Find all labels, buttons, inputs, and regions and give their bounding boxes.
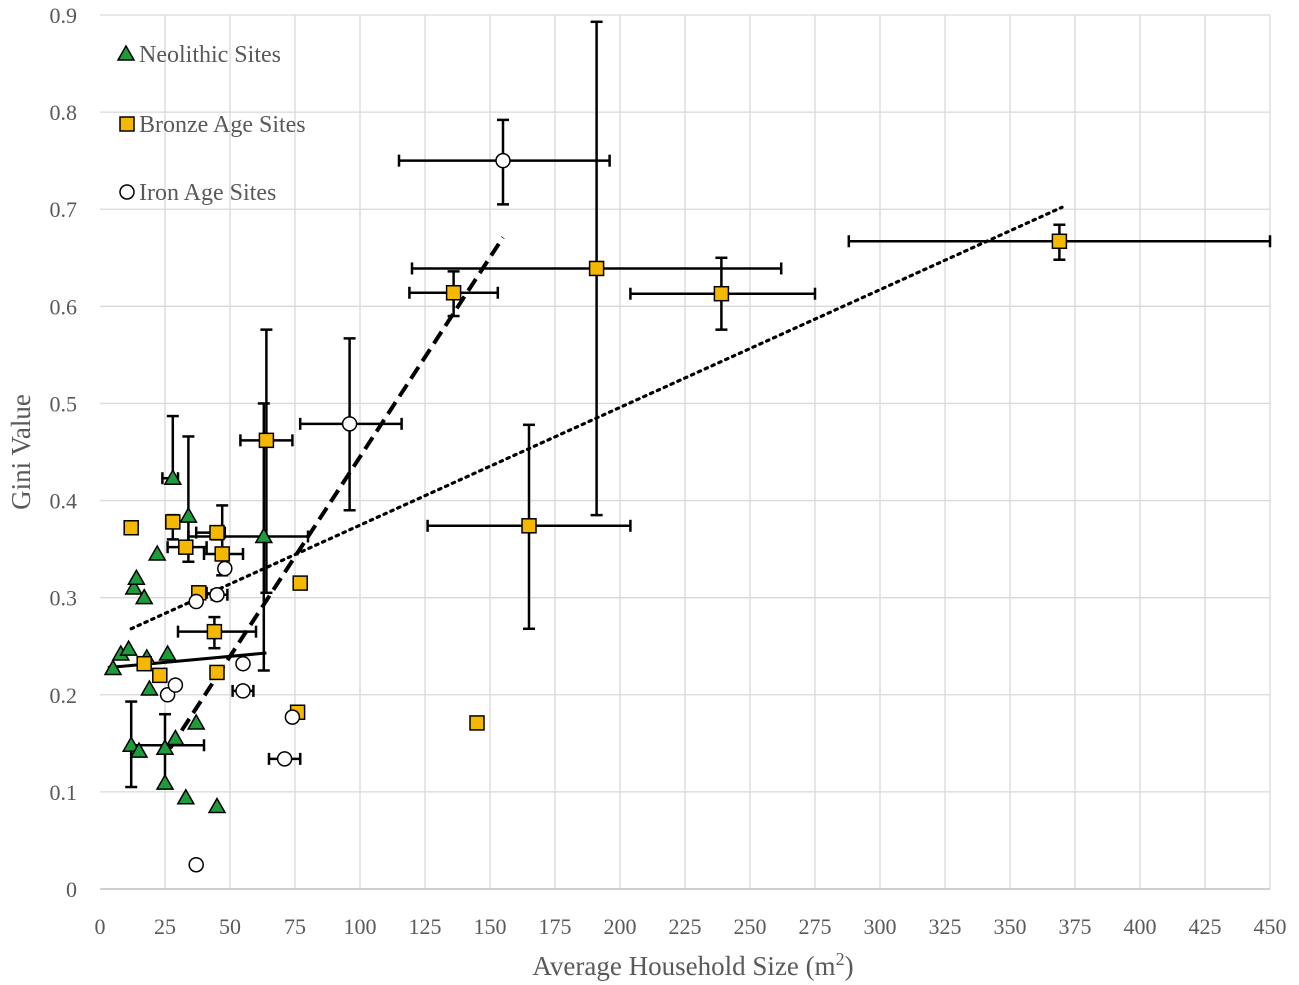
- neolithic-point: [140, 679, 159, 696]
- iron-age-point: [495, 152, 511, 169]
- y-tick-label: 0.9: [50, 3, 78, 28]
- bronze-age-point: [713, 285, 730, 302]
- bronze-age-point: [214, 546, 230, 562]
- neolithic-point: [176, 788, 196, 805]
- neolithic-point: [147, 544, 167, 561]
- legend-marker-circle: [119, 184, 135, 200]
- iron-age-point: [188, 856, 204, 873]
- y-tick-label: 0: [66, 877, 77, 902]
- bronze-age-point: [209, 524, 225, 541]
- legend-marker-square: [119, 116, 135, 132]
- x-tick-label: 450: [1254, 914, 1287, 939]
- legend-item-iron-age: Iron Age Sites: [119, 180, 276, 206]
- y-tick-label: 0.8: [50, 100, 78, 125]
- iron-age-point: [284, 709, 301, 725]
- data-markers: [103, 152, 1068, 873]
- neolithic-point: [155, 773, 175, 790]
- bronze-age-point: [258, 432, 275, 449]
- x-tick-label: 0: [95, 914, 106, 939]
- x-tick-label: 375: [1059, 914, 1092, 939]
- bronze-age-point: [469, 715, 485, 731]
- iron-age-point: [341, 416, 358, 432]
- iron-age-point: [188, 593, 204, 610]
- x-tick-label: 225: [669, 914, 702, 939]
- x-tick-label: 350: [994, 914, 1027, 939]
- iron-age-point: [235, 655, 251, 672]
- x-tick-label: 300: [864, 914, 897, 939]
- bronze-age-point: [588, 260, 605, 277]
- trendline-solid: [107, 651, 267, 670]
- x-axis-title-close: ): [845, 951, 854, 981]
- trendline-dashed: [168, 236, 505, 750]
- y-tick-labels: 0 0.1 0.2 0.3 0.4 0.5 0.6 0.7 0.8 0.9: [50, 3, 78, 902]
- legend-marker-triangle: [116, 44, 136, 61]
- neolithic-point: [124, 578, 144, 595]
- neolithic-point: [155, 738, 175, 755]
- bronze-age-point: [206, 623, 223, 640]
- bronze-age-point: [209, 664, 225, 681]
- y-tick-label: 0.6: [50, 294, 78, 319]
- iron-age-point: [217, 560, 233, 577]
- y-tick-label: 0.2: [50, 683, 78, 708]
- iron-age-point: [276, 751, 293, 767]
- x-tick-label: 25: [154, 914, 176, 939]
- x-tick-label: 100: [344, 914, 377, 939]
- x-tick-label: 75: [284, 914, 306, 939]
- y-tick-label: 0.1: [50, 780, 78, 805]
- x-tick-label: 175: [539, 914, 572, 939]
- neolithic-point: [129, 741, 149, 758]
- x-tick-label: 425: [1189, 914, 1222, 939]
- neolithic-point: [103, 659, 123, 676]
- bronze-age-point: [178, 539, 194, 555]
- bronze-age-point: [136, 655, 152, 672]
- iron-age-point: [167, 677, 184, 693]
- neolithic-point: [127, 568, 146, 585]
- y-axis-title: Gini Value: [6, 394, 36, 510]
- neolithic-point: [207, 796, 227, 814]
- bronze-age-point: [292, 575, 308, 591]
- neolithic-point: [134, 588, 154, 605]
- legend-item-neolithic: Neolithic Sites: [116, 42, 281, 68]
- legend-item-bronze-age: Bronze Age Sites: [119, 112, 306, 138]
- x-tick-labels: 0 25 50 75 100 125 150 175 200 225 250 275 300 325 350…: [95, 914, 1287, 939]
- trendlines: [107, 205, 1064, 750]
- x-tick-label: 250: [734, 914, 767, 939]
- bronze-age-point: [521, 518, 537, 534]
- x-tick-label: 325: [929, 914, 962, 939]
- legend-label-neolithic: Neolithic Sites: [139, 42, 281, 68]
- legend-label-bronze-age: Bronze Age Sites: [139, 112, 306, 138]
- bronze-age-point: [152, 667, 168, 684]
- neolithic-point: [158, 644, 177, 661]
- neolithic-point: [121, 735, 141, 753]
- y-tick-label: 0.4: [50, 489, 78, 514]
- neolithic-point: [119, 639, 138, 656]
- bronze-age-point: [1051, 233, 1068, 250]
- legend-label-iron-age: Iron Age Sites: [139, 180, 276, 206]
- bronze-age-point: [165, 514, 181, 530]
- x-tick-label: 275: [799, 914, 832, 939]
- x-tick-label: 400: [1124, 914, 1157, 939]
- neolithic-point: [163, 468, 183, 485]
- neolithic-point: [254, 526, 274, 544]
- x-tick-label: 50: [219, 914, 241, 939]
- neolithic-point: [166, 728, 185, 746]
- x-tick-label: 125: [409, 914, 442, 939]
- x-tick-label: 200: [604, 914, 637, 939]
- bronze-age-point: [445, 284, 462, 301]
- neolithic-point: [186, 713, 206, 730]
- legend: Neolithic Sites Bronze Age Sites Iron Ag…: [116, 42, 306, 206]
- iron-age-point: [235, 683, 251, 699]
- y-tick-label: 0.5: [50, 391, 78, 416]
- x-axis-title: Average Household Size (m2): [532, 949, 853, 981]
- iron-age-point: [209, 587, 225, 603]
- x-tick-label: 150: [474, 914, 507, 939]
- bronze-age-point: [123, 519, 139, 536]
- y-tick-label: 0.3: [50, 586, 78, 611]
- x-axis-title-superscript: 2: [836, 949, 845, 969]
- y-tick-label: 0.7: [50, 197, 78, 222]
- neolithic-point: [179, 506, 198, 523]
